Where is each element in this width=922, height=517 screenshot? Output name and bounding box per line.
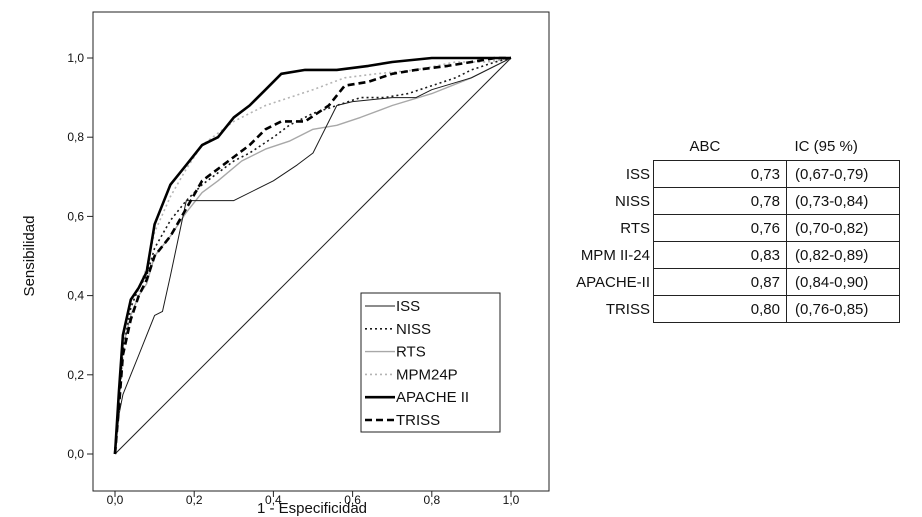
abc-value: 0,76 [653,214,787,242]
y-tick-label: 1,0 [67,51,84,65]
ic-value: (0,82-0,89) [786,241,900,269]
legend-label: NISS [396,321,431,338]
legend: ISS NISS RTS MPM24P APACHE II TRISS [360,292,501,433]
row-label: NISS [614,192,650,210]
series-line-niss [114,57,512,455]
ic-value: (0,70-0,82) [786,214,900,242]
series-line-triss [113,56,511,455]
legend-label: APACHE II [396,389,469,406]
legend-label: RTS [396,344,426,361]
table-row: ISS 0,73 (0,67-0,79) [540,160,900,188]
x-tick-label: 0,8 [423,493,440,507]
table-row: APACHE-II 0,87 (0,84-0,90) [540,268,900,296]
y-tick-label: 0,4 [67,289,84,303]
abc-value: 0,80 [653,295,787,323]
legend-box [360,292,501,433]
abc-value: 0,83 [653,241,787,269]
x-tick-label: 0,0 [107,493,124,507]
legend-label: TRISS [396,412,440,429]
x-tick-label: 0,2 [186,493,203,507]
x-tick-label: 0,4 [265,493,282,507]
row-label: RTS [620,219,650,237]
table-row: RTS 0,76 (0,70-0,82) [540,214,900,242]
table-header-blank [540,133,654,161]
table-header-row: ABC IC (95 %) [540,133,900,161]
row-label: APACHE-II [576,273,650,291]
abc-value: 0,78 [653,187,787,215]
x-tick-label: 0,6 [344,493,361,507]
legend-label: ISS [396,298,420,315]
table-row: NISS 0,78 (0,73-0,84) [540,187,900,215]
row-label: TRISS [605,300,650,318]
ic-value: (0,76-0,85) [786,295,900,323]
abc-value: 0,87 [653,268,787,296]
reference-diagonal-line [114,57,512,455]
axes: 0,0 0,2 0,4 0,6 0,8 1,0 0,0 0,2 0,4 0,6 0,8 1,0 [67,51,519,507]
auc-table: ABC IC (95 %) ISS 0,73 (0,67-0,79) NISS … [540,133,900,323]
table-header-abc: ABC [689,138,721,155]
x-axis-title: 1 - Especificidad [257,500,367,517]
legend-label: MPM24P [396,366,458,383]
table-header-ic: IC (95 %) [794,138,858,155]
series-line-iss [114,57,512,455]
y-tick-label: 0,2 [67,368,84,382]
series-lines [113,56,512,455]
y-tick-label: 0,6 [67,209,84,223]
x-tick-label: 1,0 [503,493,520,507]
ic-value: (0,84-0,90) [786,268,900,296]
table-row: TRISS 0,80 (0,76-0,85) [540,295,900,323]
y-tick-label: 0,0 [67,447,84,461]
row-label: ISS [625,165,650,183]
y-axis-title: Sensibilidad [21,216,38,297]
abc-value: 0,73 [653,160,787,188]
ic-value: (0,67-0,79) [786,160,900,188]
table-row: MPM II-24 0,83 (0,82-0,89) [540,241,900,269]
y-tick-label: 0,8 [67,130,84,144]
series-line-apache-ii [113,56,511,455]
ic-value: (0,73-0,84) [786,187,900,215]
row-label: MPM II-24 [580,246,650,264]
